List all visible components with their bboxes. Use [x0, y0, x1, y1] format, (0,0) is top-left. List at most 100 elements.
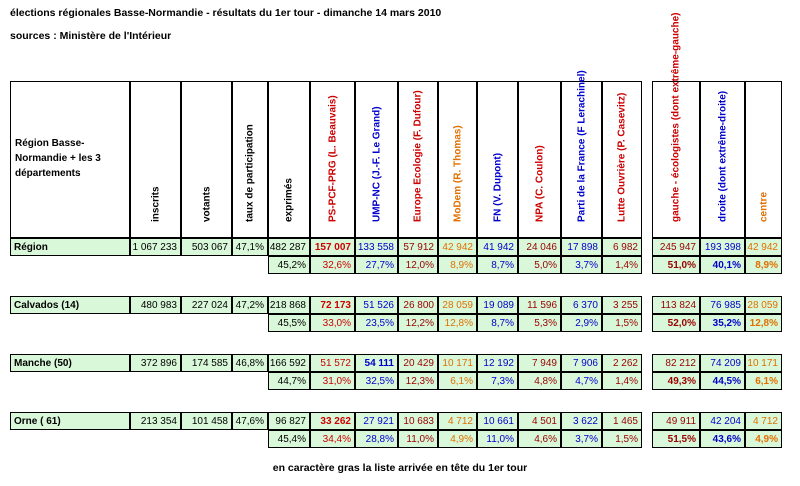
percent-cell: 1,4%	[602, 256, 642, 274]
percent-cell: 32,5%	[355, 372, 398, 390]
value-cell: 7 906	[561, 354, 602, 372]
value-cell: 2 262	[602, 354, 642, 372]
row-name: Manche (50)	[10, 354, 130, 372]
value-cell: 20 429	[398, 354, 438, 372]
value-cell: 51 526	[355, 296, 398, 314]
column-header: taux de participation	[232, 81, 268, 238]
column-header-label: gauche - écologistes (dont extrême-gauch…	[670, 12, 682, 223]
source-line: sources : Ministère de l'Intérieur	[10, 30, 172, 42]
value-cell: 4 712	[745, 412, 782, 430]
row-name: Région	[10, 238, 130, 256]
percent-cell: 45,4%	[268, 430, 310, 448]
percent-cell: 3,7%	[561, 430, 602, 448]
value-cell: 41 942	[477, 238, 518, 256]
column-header: votants	[181, 81, 232, 238]
column-header-label: taux de participation	[244, 124, 256, 222]
value-cell: 49 911	[652, 412, 700, 430]
percent-cell: 4,9%	[745, 430, 782, 448]
percent-cell: 23,5%	[355, 314, 398, 332]
value-cell: 227 024	[181, 296, 232, 314]
value-cell: 193 398	[700, 238, 745, 256]
column-header: Europe Ecologie (F. Dufour)	[398, 81, 438, 238]
percent-cell: 12,8%	[438, 314, 477, 332]
column-header: NPA (C. Coulon)	[518, 81, 561, 238]
value-cell: 3 255	[602, 296, 642, 314]
value-cell: 12 192	[477, 354, 518, 372]
column-header-label: FN (V. Dupont)	[492, 152, 503, 222]
percent-cell: 33,0%	[310, 314, 355, 332]
value-cell: 17 898	[561, 238, 602, 256]
percent-cell: 34,4%	[310, 430, 355, 448]
column-header: PS-PCF-PRG (L. Beauvais)	[310, 81, 355, 238]
value-cell: 7 949	[518, 354, 561, 372]
column-header: centre	[745, 81, 782, 238]
column-header: MoDem (R. Thomas)	[438, 81, 477, 238]
percent-cell: 7,3%	[477, 372, 518, 390]
percent-cell: 49,3%	[652, 372, 700, 390]
column-header-label: Lutte Ouvrière (P. Casevitz)	[616, 92, 628, 222]
value-cell: 51 572	[310, 354, 355, 372]
percent-cell: 4,9%	[438, 430, 477, 448]
percent-cell: 51,5%	[652, 430, 700, 448]
percent-cell: 40,1%	[700, 256, 745, 274]
header-region-cell: Région Basse-Normandie + les 3 départeme…	[10, 81, 130, 238]
value-cell: 33 262	[310, 412, 355, 430]
region-header-label: Région Basse-Normandie + les 3 départeme…	[15, 138, 101, 179]
value-cell: 4 712	[438, 412, 477, 430]
value-cell: 6 370	[561, 296, 602, 314]
value-cell: 101 458	[181, 412, 232, 430]
percent-cell: 8,7%	[477, 256, 518, 274]
column-header: droite (dont extrême-droite)	[700, 81, 745, 238]
percent-cell: 1,5%	[602, 314, 642, 332]
value-cell: 6 982	[602, 238, 642, 256]
row-name: Orne ( 61)	[10, 412, 130, 430]
value-cell: 46,8%	[232, 354, 268, 372]
value-cell: 213 354	[130, 412, 181, 430]
percent-cell: 6,1%	[438, 372, 477, 390]
row-blank	[130, 256, 268, 274]
column-header-label: votants	[201, 186, 212, 222]
column-header-label: UMP-NC (J.-F. Le Grand)	[371, 106, 382, 222]
percent-cell: 4,7%	[561, 372, 602, 390]
value-cell: 28 059	[438, 296, 477, 314]
percent-cell: 5,0%	[518, 256, 561, 274]
footnote: en caractère gras la liste arrivée en tê…	[272, 462, 528, 474]
value-cell: 113 824	[652, 296, 700, 314]
percent-cell: 4,6%	[518, 430, 561, 448]
column-header-label: NPA (C. Coulon)	[534, 145, 545, 222]
percent-cell: 27,7%	[355, 256, 398, 274]
value-cell: 47,1%	[232, 238, 268, 256]
percent-cell: 12,2%	[398, 314, 438, 332]
value-cell: 480 983	[130, 296, 181, 314]
column-header: Lutte Ouvrière (P. Casevitz)	[602, 81, 642, 238]
percent-cell: 12,0%	[398, 256, 438, 274]
value-cell: 174 585	[181, 354, 232, 372]
column-header-label: Europe Ecologie (F. Dufour)	[412, 90, 424, 222]
percent-cell: 43,6%	[700, 430, 745, 448]
column-header: gauche - écologistes (dont extrême-gauch…	[652, 13, 700, 238]
value-cell: 24 046	[518, 238, 561, 256]
column-header: exprimés	[268, 81, 310, 238]
value-cell: 42 942	[438, 238, 477, 256]
value-cell: 1 067 233	[130, 238, 181, 256]
percent-cell: 8,9%	[745, 256, 782, 274]
column-header: UMP-NC (J.-F. Le Grand)	[355, 81, 398, 238]
percent-cell: 12,8%	[745, 314, 782, 332]
value-cell: 133 558	[355, 238, 398, 256]
value-cell: 82 212	[652, 354, 700, 372]
row-name: Calvados (14)	[10, 296, 130, 314]
column-header: FN (V. Dupont)	[477, 81, 518, 238]
column-header: inscrits	[130, 81, 181, 238]
value-cell: 42 942	[745, 238, 782, 256]
value-cell: 47,6%	[232, 412, 268, 430]
column-header-label: centre	[758, 191, 769, 222]
value-cell: 218 868	[268, 296, 310, 314]
value-cell: 3 622	[561, 412, 602, 430]
value-cell: 76 985	[700, 296, 745, 314]
percent-cell: 32,6%	[310, 256, 355, 274]
percent-cell: 5,3%	[518, 314, 561, 332]
percent-cell: 52,0%	[652, 314, 700, 332]
value-cell: 96 827	[268, 412, 310, 430]
value-cell: 19 089	[477, 296, 518, 314]
value-cell: 372 896	[130, 354, 181, 372]
